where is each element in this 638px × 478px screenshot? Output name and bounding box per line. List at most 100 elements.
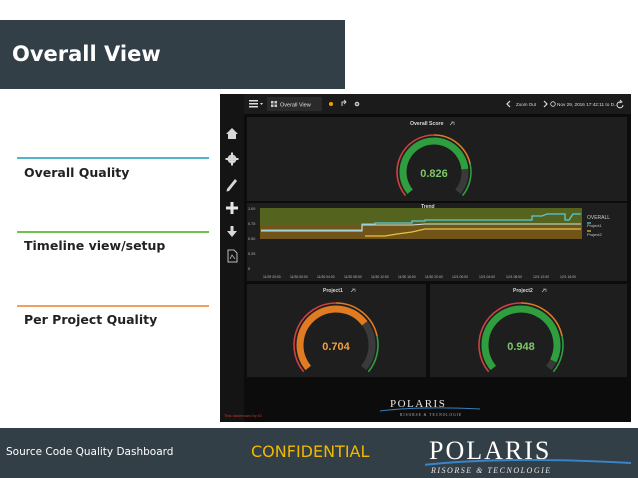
slide-title-bar: Overall View xyxy=(0,20,345,89)
slide-title: Overall View xyxy=(12,42,161,66)
gauge-threshold-green xyxy=(461,163,472,197)
svg-text:RISORSE & TECNOLOGIE: RISORSE & TECNOLOGIE xyxy=(400,413,462,417)
menu-item-project-quality[interactable]: Per Project Quality xyxy=(17,305,209,327)
x-tick-label: 11/30 04:00 xyxy=(317,275,335,279)
overall-score-gauge-svg: Overall Score 0.826 xyxy=(396,121,472,197)
x-tick-label: 12/1 16:00 xyxy=(560,275,576,279)
menu-divider xyxy=(17,305,209,307)
plus-icon[interactable] xyxy=(226,202,238,214)
project1-gauge-svg: Project1 0.704 xyxy=(293,288,379,373)
gauge-threshold-red xyxy=(396,134,435,197)
project2-title: Project2 xyxy=(513,288,533,294)
project1-panel: Project1 0.704 xyxy=(247,284,426,377)
menu-icon[interactable] xyxy=(249,100,263,108)
dashboard-picker[interactable]: Overall View xyxy=(267,97,322,111)
gauge-threshold-red xyxy=(478,302,522,373)
project2-gauge xyxy=(478,302,564,373)
gauge-value-arc xyxy=(399,137,469,194)
x-tick-label: 11/30 12:00 xyxy=(371,275,389,279)
menu-divider xyxy=(17,231,209,233)
x-tick-label: 12/1 04:00 xyxy=(479,275,495,279)
external-link-icon[interactable] xyxy=(350,288,356,293)
project2-series-line xyxy=(261,223,581,232)
overall-score-value: 0.826 xyxy=(420,168,448,180)
chevron-left-icon[interactable] xyxy=(506,100,511,108)
plot-background xyxy=(260,239,582,271)
topbar-controls: Overall View Zoom Out Nov 29, 2016 17:42… xyxy=(249,97,624,111)
legend-overall: OVERALL xyxy=(587,215,610,221)
y-tick-label: 0 xyxy=(248,267,250,271)
download-icon[interactable] xyxy=(227,226,237,237)
external-link-icon[interactable] xyxy=(541,288,547,293)
refresh-icon[interactable] xyxy=(616,99,624,109)
slide-footer: Source Code Quality Dashboard CONFIDENTI… xyxy=(0,428,638,478)
overall-score-panel: Overall Score 0.826 xyxy=(247,117,627,201)
legend-project1: Project1 xyxy=(587,223,602,228)
zoom-out-button[interactable]: Zoom Out xyxy=(514,98,540,110)
x-tick-label: 11/30 16:00 xyxy=(398,275,416,279)
y-tick-label: 0.25 xyxy=(248,252,255,256)
gauge-threshold-red xyxy=(293,302,337,373)
home-icon[interactable] xyxy=(226,128,238,139)
document-icon[interactable] xyxy=(227,249,238,263)
y-axis: 1.00 0.75 0.50 0.25 0 xyxy=(248,207,255,271)
polaris-logo-small: POLARIS RISORSE & TECNOLOGIE xyxy=(379,398,481,417)
legend: OVERALL Project1 Project2 xyxy=(587,215,610,237)
external-link-icon[interactable] xyxy=(449,121,455,126)
settings-icon[interactable] xyxy=(354,101,360,107)
menu-item-overall-quality[interactable]: Overall Quality xyxy=(17,157,209,180)
overall-series-line xyxy=(261,213,581,231)
menu-label: Timeline view/setup xyxy=(24,238,166,253)
dashboard-topbar: Overall View Zoom Out Nov 29, 2016 17:42… xyxy=(244,94,631,114)
time-range-picker[interactable]: Nov 29, 2016 17:42:11 to D... xyxy=(550,101,618,107)
x-tick-label: 11/30 08:00 xyxy=(344,275,362,279)
pencil-icon[interactable] xyxy=(226,179,238,192)
project2-gauge-svg: Project2 0.948 xyxy=(478,288,564,373)
trend-chart: Trend 1.00 0.75 0.50 0.25 0 11/29 20:00 11/30… xyxy=(248,204,610,279)
gauge-value-arc xyxy=(481,305,561,371)
sidebar-icons xyxy=(225,128,239,263)
dashboard-footer: This dashboard by ID POLARIS RISORSE & T… xyxy=(224,398,481,418)
footer-left-text: Source Code Quality Dashboard xyxy=(6,446,174,458)
project2-panel: Project2 0.948 xyxy=(430,284,627,377)
threshold-green-band xyxy=(260,208,582,225)
gear-icon[interactable] xyxy=(225,152,239,166)
dashboard-sidebar xyxy=(220,94,244,422)
x-tick-label: 12/1 00:00 xyxy=(452,275,468,279)
y-tick-label: 0.75 xyxy=(248,222,255,226)
svg-text:RISORSE & TECNOLOGIE: RISORSE & TECNOLOGIE xyxy=(430,466,552,475)
project1-series-line xyxy=(365,228,581,237)
x-tick-label: 11/30 20:00 xyxy=(425,275,443,279)
y-tick-label: 0.50 xyxy=(248,237,255,241)
x-axis: 11/29 20:00 11/30 00:00 11/30 04:00 11/30 0… xyxy=(263,275,576,279)
gauge-threshold-green xyxy=(367,335,379,373)
gauge-threshold-orange xyxy=(520,302,563,337)
star-icon[interactable] xyxy=(329,102,333,106)
threshold-orange-band xyxy=(260,225,582,239)
gauge-threshold-green xyxy=(552,335,564,373)
menu-label: Per Project Quality xyxy=(24,312,158,327)
menu-label: Overall Quality xyxy=(24,165,130,180)
project1-value: 0.704 xyxy=(322,341,350,353)
gauge-threshold-orange xyxy=(433,134,471,165)
confidential-label: CONFIDENTIAL xyxy=(251,442,370,461)
legend-project2: Project2 xyxy=(587,232,602,237)
dashboard-window: Overall View Zoom Out Nov 29, 2016 17:42… xyxy=(220,94,631,422)
menu-divider xyxy=(17,157,209,159)
x-tick-label: 11/30 00:00 xyxy=(290,275,308,279)
project1-gauge xyxy=(293,302,379,373)
x-tick-label: 12/1 12:00 xyxy=(533,275,549,279)
chevron-right-icon[interactable] xyxy=(543,100,548,108)
overall-score-gauge xyxy=(396,134,472,197)
svg-text:POLARIS: POLARIS xyxy=(390,398,446,410)
gauge-value-arc xyxy=(296,305,368,371)
trend-title: Trend xyxy=(421,204,435,210)
menu-item-timeline[interactable]: Timeline view/setup xyxy=(17,231,209,253)
project1-title: Project1 xyxy=(323,288,343,294)
y-tick-label: 1.00 xyxy=(248,207,255,211)
polaris-logo: POLARIS RISORSE & TECNOLOGIE xyxy=(425,436,631,475)
share-icon[interactable] xyxy=(341,99,347,106)
dashboard-title: Overall View xyxy=(280,103,311,109)
zoom-out-label: Zoom Out xyxy=(516,102,537,107)
x-tick-label: 12/1 08:00 xyxy=(506,275,522,279)
